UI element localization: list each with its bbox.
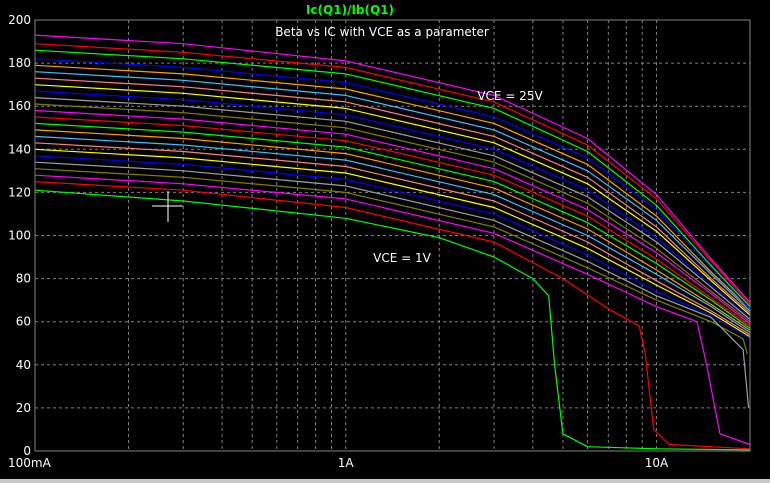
series-line-6	[34, 155, 751, 340]
x-tick-label: 1A	[338, 456, 355, 470]
annotation-vce-1v: VCE = 1V	[373, 251, 431, 265]
y-tick-label: 100	[8, 229, 31, 243]
y-tick-label: 160	[8, 99, 31, 113]
y-tick-label: 0	[23, 444, 31, 458]
x-tick-label: 10A	[645, 456, 669, 470]
series-line-22	[34, 49, 751, 308]
series-line-9	[34, 135, 751, 333]
series-line-18	[34, 77, 751, 314]
series-line-23	[34, 43, 751, 305]
y-tick-label: 20	[16, 401, 31, 415]
series-line-24	[34, 34, 751, 303]
series-line-7	[34, 148, 751, 338]
series-line-2	[34, 181, 751, 450]
y-tick-label: 80	[16, 272, 31, 286]
series-line-10	[34, 129, 751, 331]
series-line-13	[34, 109, 751, 325]
y-tick-label: 140	[8, 142, 31, 156]
series-line-17	[34, 84, 751, 316]
series-line-19	[34, 71, 751, 312]
series-layer	[34, 34, 751, 451]
y-tick-label: 60	[16, 315, 31, 329]
series-line-3	[34, 174, 751, 446]
tick-labels: 0 20 40 60 80 100 120 140 160 180 200 100mA 1A 10A	[8, 13, 669, 470]
series-line-8	[34, 142, 751, 336]
x-tick-label: 100mA	[8, 456, 52, 470]
series-line-4	[34, 168, 748, 355]
y-tick-label: 200	[8, 13, 31, 27]
plot-frame	[34, 19, 751, 452]
annotation-vce-25v: VCE = 25V	[477, 89, 543, 103]
series-line-5	[34, 161, 750, 408]
crosshair-cursor[interactable]	[152, 191, 183, 222]
series-line-11	[34, 122, 751, 329]
series-line-20	[34, 64, 751, 310]
y-tick-label: 40	[16, 358, 31, 372]
y-tick-label: 180	[8, 56, 31, 70]
chart-annotation-title: Beta vs IC with VCE as a parameter	[275, 25, 489, 39]
series-line-1	[34, 189, 751, 451]
series-line-14	[34, 103, 751, 323]
y-tick-label: 120	[8, 185, 31, 199]
series-line-15	[34, 97, 751, 320]
series-line-21	[34, 58, 751, 310]
series-line-12	[34, 116, 751, 327]
series-line-16	[34, 90, 751, 318]
trace-label[interactable]: Ic(Q1)/Ib(Q1)	[306, 3, 394, 17]
